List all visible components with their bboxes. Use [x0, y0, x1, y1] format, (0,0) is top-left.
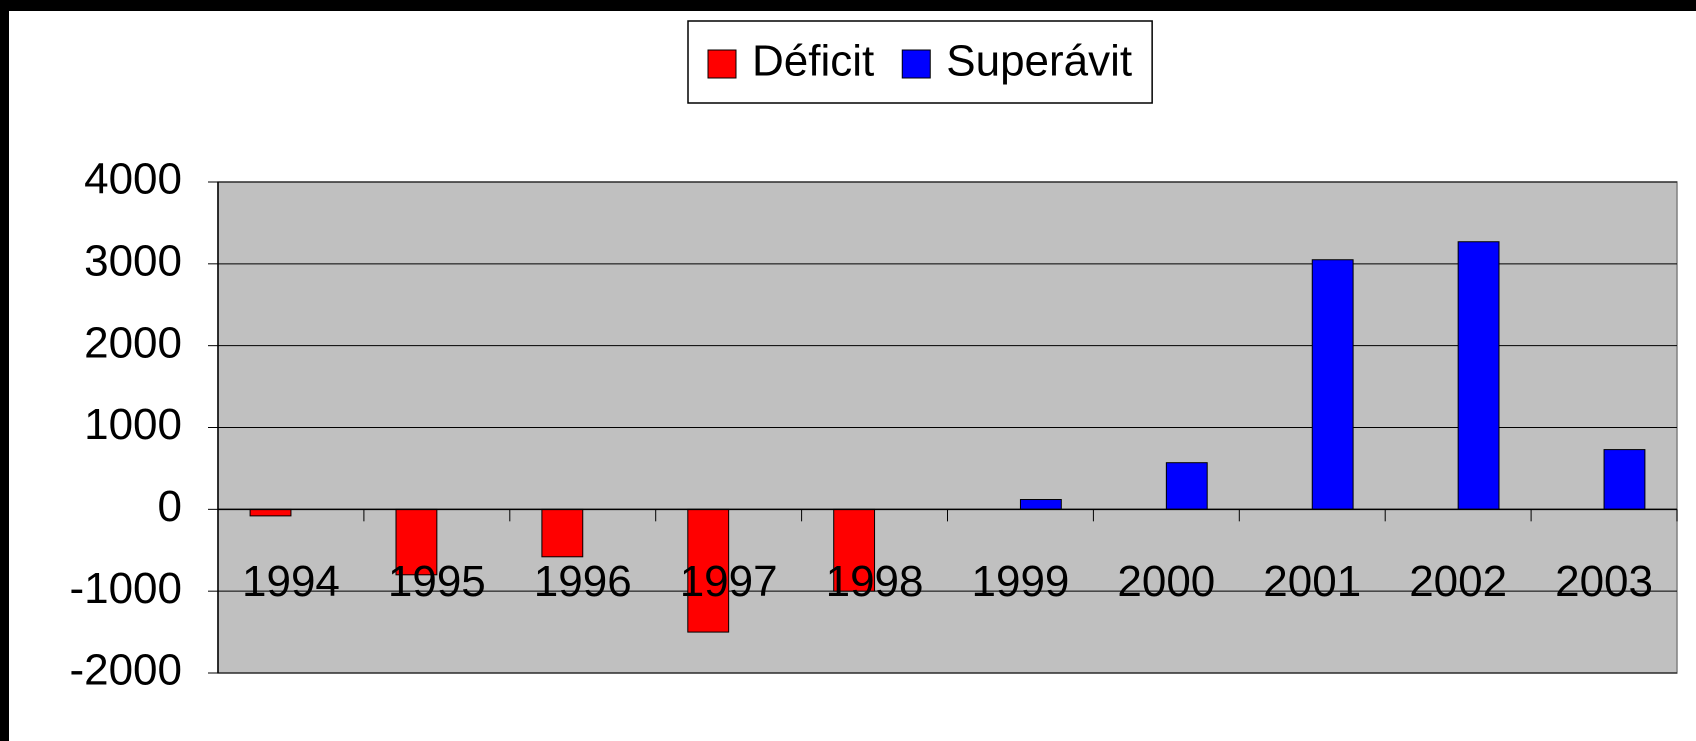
x-tick-label: 2001 [1263, 557, 1361, 606]
legend-label: Superávit [946, 37, 1132, 86]
x-tick-label: 2002 [1409, 557, 1507, 606]
y-tick-label: 1000 [84, 400, 182, 449]
bar [1019, 499, 1062, 510]
legend-label: Déficit [752, 37, 874, 86]
y-tick-label: 2000 [84, 318, 182, 367]
legend-swatch [707, 49, 737, 79]
y-tick-label: 4000 [84, 155, 182, 204]
y-tick-label: -1000 [69, 564, 182, 613]
bar [1457, 241, 1500, 510]
bar [1165, 462, 1208, 510]
x-tick-label: 1994 [242, 557, 340, 606]
bar [687, 508, 730, 633]
x-tick-label: 1997 [680, 557, 778, 606]
x-tick-label: 2003 [1555, 557, 1653, 606]
x-tick-label: 1998 [826, 557, 924, 606]
y-tick-label: 3000 [84, 236, 182, 285]
x-tick-label: 2000 [1117, 557, 1215, 606]
x-tick-label: 1996 [534, 557, 632, 606]
bar [249, 508, 292, 517]
bar [1311, 259, 1354, 510]
bar [395, 508, 438, 576]
bar [541, 508, 584, 558]
legend-swatch [901, 49, 931, 79]
x-tick-label: 1999 [972, 557, 1070, 606]
y-tick-label: 0 [158, 482, 182, 531]
x-tick-label: 1995 [388, 557, 486, 606]
bar [1603, 449, 1646, 510]
legend [687, 20, 1153, 104]
y-tick-label: -2000 [69, 646, 182, 695]
